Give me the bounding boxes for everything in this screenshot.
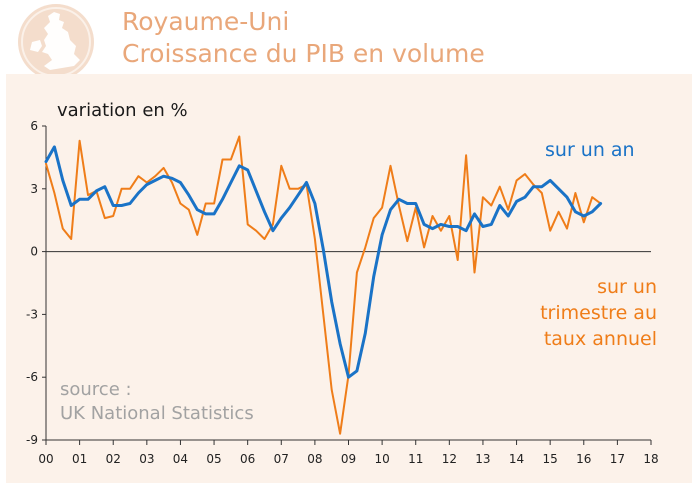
y-tick-label: -9 xyxy=(26,433,38,447)
x-tick-label: 05 xyxy=(206,452,221,466)
series-label-qoq-line-1: sur un xyxy=(597,276,657,298)
x-tick-label: 16 xyxy=(576,452,591,466)
x-tick-label: 11 xyxy=(408,452,423,466)
x-tick-label: 12 xyxy=(442,452,457,466)
series-label-yoy: sur un an xyxy=(545,139,635,161)
x-tick-label: 01 xyxy=(72,452,87,466)
chart-panel xyxy=(6,74,692,483)
source-line-1: source : xyxy=(60,379,132,400)
series-line-qoq xyxy=(45,135,602,435)
y-tick-label: -3 xyxy=(26,307,38,321)
x-tick-label: 17 xyxy=(610,452,625,466)
source-line-2: UK National Statistics xyxy=(60,403,254,424)
title-line-2: Croissance du PIB en volume xyxy=(122,39,485,68)
axes xyxy=(42,125,652,445)
uk-map-seal-icon xyxy=(18,4,94,80)
x-tick-label: 09 xyxy=(341,452,356,466)
y-tick-label: -6 xyxy=(26,370,38,384)
series-line-yoy xyxy=(44,145,603,379)
series-label-qoq-line-3: taux annuel xyxy=(543,328,657,350)
x-tick-label: 07 xyxy=(274,452,289,466)
x-tick-label: 10 xyxy=(374,452,389,466)
x-tick-label: 06 xyxy=(240,452,255,466)
x-tick-label: 18 xyxy=(643,452,658,466)
x-tick-label: 02 xyxy=(106,452,121,466)
x-tick-label: 15 xyxy=(543,452,558,466)
x-tick-label: 00 xyxy=(38,452,53,466)
series-lines xyxy=(44,135,603,435)
x-tick-label: 03 xyxy=(139,452,154,466)
series-label-qoq-line-2: trimestre au xyxy=(540,302,657,324)
y-axis-title: variation en % xyxy=(57,100,188,121)
x-tick-label: 04 xyxy=(173,452,188,466)
y-tick-label: 6 xyxy=(30,119,38,133)
y-tick-label: 3 xyxy=(30,182,38,196)
x-tick-label: 14 xyxy=(509,452,524,466)
y-tick-label: 0 xyxy=(30,245,38,259)
x-tick-label: 08 xyxy=(307,452,322,466)
source-note: source : UK National Statistics xyxy=(60,378,254,426)
chart-title: Royaume-Uni Croissance du PIB en volume xyxy=(122,6,485,70)
header: Royaume-Uni Croissance du PIB en volume xyxy=(0,0,695,80)
title-line-1: Royaume-Uni xyxy=(122,7,290,36)
tick-labels: 6 3 0 -3 -6 -900 01 02 03 04 05 06 07 08 09 10 11 12 13 14 1… xyxy=(26,119,659,466)
x-tick-label: 13 xyxy=(475,452,490,466)
series-label-qoq: sur un trimestre au taux annuel xyxy=(540,274,657,352)
